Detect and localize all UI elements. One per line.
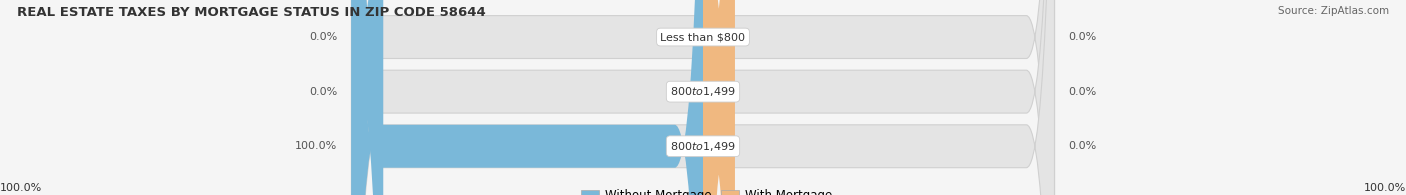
Text: 0.0%: 0.0% xyxy=(1069,141,1097,151)
FancyBboxPatch shape xyxy=(703,0,734,195)
Text: 0.0%: 0.0% xyxy=(309,32,337,42)
FancyBboxPatch shape xyxy=(352,0,703,195)
Legend: Without Mortgage, With Mortgage: Without Mortgage, With Mortgage xyxy=(576,184,837,195)
FancyBboxPatch shape xyxy=(352,0,382,195)
Text: 100.0%: 100.0% xyxy=(1364,183,1406,193)
FancyBboxPatch shape xyxy=(703,0,734,195)
Text: 0.0%: 0.0% xyxy=(309,87,337,97)
Text: $800 to $1,499: $800 to $1,499 xyxy=(671,85,735,98)
Text: Source: ZipAtlas.com: Source: ZipAtlas.com xyxy=(1278,6,1389,16)
Text: $800 to $1,499: $800 to $1,499 xyxy=(671,140,735,153)
FancyBboxPatch shape xyxy=(352,0,1054,195)
FancyBboxPatch shape xyxy=(352,0,1054,195)
FancyBboxPatch shape xyxy=(703,0,734,195)
FancyBboxPatch shape xyxy=(352,0,382,195)
FancyBboxPatch shape xyxy=(352,0,1054,195)
Text: REAL ESTATE TAXES BY MORTGAGE STATUS IN ZIP CODE 58644: REAL ESTATE TAXES BY MORTGAGE STATUS IN … xyxy=(17,6,485,19)
Text: 100.0%: 100.0% xyxy=(0,183,42,193)
Text: 0.0%: 0.0% xyxy=(1069,32,1097,42)
Text: Less than $800: Less than $800 xyxy=(661,32,745,42)
Text: 100.0%: 100.0% xyxy=(295,141,337,151)
Text: 0.0%: 0.0% xyxy=(1069,87,1097,97)
